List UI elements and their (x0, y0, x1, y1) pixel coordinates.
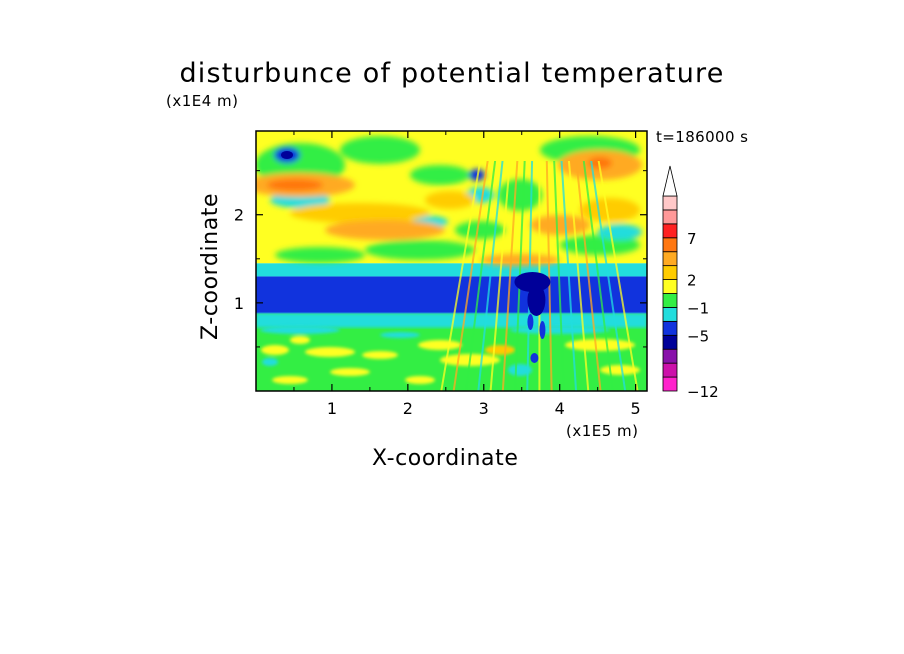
disturbance-streak (465, 161, 497, 391)
colorbar-level (662, 376, 678, 392)
disturbance-streak (582, 161, 614, 391)
chart-title: disturbunce of potential temperature (179, 58, 725, 89)
colorbar-level (662, 237, 678, 253)
contour-patch (380, 332, 420, 338)
colorbar-level (662, 307, 678, 322)
contour-patch (365, 240, 475, 260)
x-tick-label: 1 (327, 399, 337, 418)
colorbar-level (662, 348, 678, 364)
disturbance-zone (440, 161, 639, 391)
disturbance-streak (440, 161, 482, 391)
contour-patch (362, 351, 398, 359)
contour-patch (508, 364, 532, 376)
upper-patches (256, 136, 642, 266)
colorbar-tick-label: 7 (687, 230, 697, 248)
x-tick-label: 5 (631, 399, 641, 418)
contour-patch (405, 376, 435, 384)
contour-patch (530, 353, 539, 363)
colorbar-level (662, 293, 678, 308)
disturbance-streak (501, 161, 519, 391)
contour-patch (580, 198, 640, 222)
contour-patch (425, 191, 475, 209)
disturbance-streak (477, 161, 504, 391)
colorbar-tick-label: 2 (687, 272, 697, 290)
y-tick-label: 1 (234, 294, 244, 313)
x-axis-label: X-coordinate (372, 446, 519, 471)
disturbance-streak (590, 161, 627, 391)
contour-patch (330, 368, 370, 376)
contour-patch (485, 345, 515, 355)
x-tick-label: 2 (403, 399, 413, 418)
x-tick-label: 4 (555, 399, 565, 418)
contour-patch (290, 336, 310, 344)
colorbar-level (662, 279, 678, 294)
colorbar-level (662, 209, 678, 225)
contour-patch (565, 339, 635, 351)
disturbance-streak (560, 161, 578, 391)
colorbar-level (662, 265, 678, 280)
contour-patch (498, 179, 542, 211)
time-label: t=186000 s (656, 128, 749, 146)
y-tick-label: 2 (234, 206, 244, 225)
contour-patch (410, 165, 470, 185)
colorbar-level (662, 195, 678, 211)
contour-patch (260, 326, 340, 334)
y-unit-label: (x1E4 m) (166, 92, 239, 110)
disturbance-streak (575, 161, 602, 391)
disturbance-streak (553, 161, 565, 391)
contour-patch (305, 347, 355, 357)
contour-patch (510, 326, 610, 334)
contour-patch (527, 314, 534, 330)
disturbance-streak (597, 161, 639, 391)
disturbance-streak (567, 161, 590, 391)
colorbar-tick-label: −5 (687, 327, 709, 345)
colorbar-level (662, 334, 678, 350)
plot-frame (255, 130, 648, 392)
contour-patch (261, 345, 289, 355)
contour-patch (262, 358, 278, 366)
contour-patch (275, 247, 365, 263)
colorbar: −12−5−127 (662, 165, 719, 401)
contour-patch (539, 321, 546, 339)
x-tick-label: 3 (479, 399, 489, 418)
contour-patch (455, 221, 505, 239)
colorbar-level (662, 223, 678, 239)
colorbar-level (662, 251, 678, 267)
x-unit-label: (x1E5 m) (566, 422, 639, 440)
contour-patch (418, 340, 462, 350)
colorbar-tick-label: −12 (687, 383, 719, 401)
contour-patch (340, 136, 420, 164)
contour-patch (325, 220, 445, 240)
contour-patch (290, 203, 430, 223)
contour-field (256, 131, 647, 391)
colorbar-level (662, 320, 678, 336)
colorbar-tick-label: −1 (687, 299, 709, 317)
disturbance-streak (545, 161, 553, 391)
contour-patch (527, 284, 546, 316)
disturbance-streak (452, 161, 489, 391)
disturbance-streak (489, 161, 511, 391)
axes: 1 2 3 4 5 1 2 (234, 131, 647, 418)
contour-patch (281, 151, 293, 159)
contour-patch (272, 376, 308, 384)
contour-patch (267, 179, 323, 191)
contour-patch (598, 224, 642, 240)
colorbar-extend-arrow (662, 165, 678, 197)
colorbar-level (662, 362, 678, 378)
